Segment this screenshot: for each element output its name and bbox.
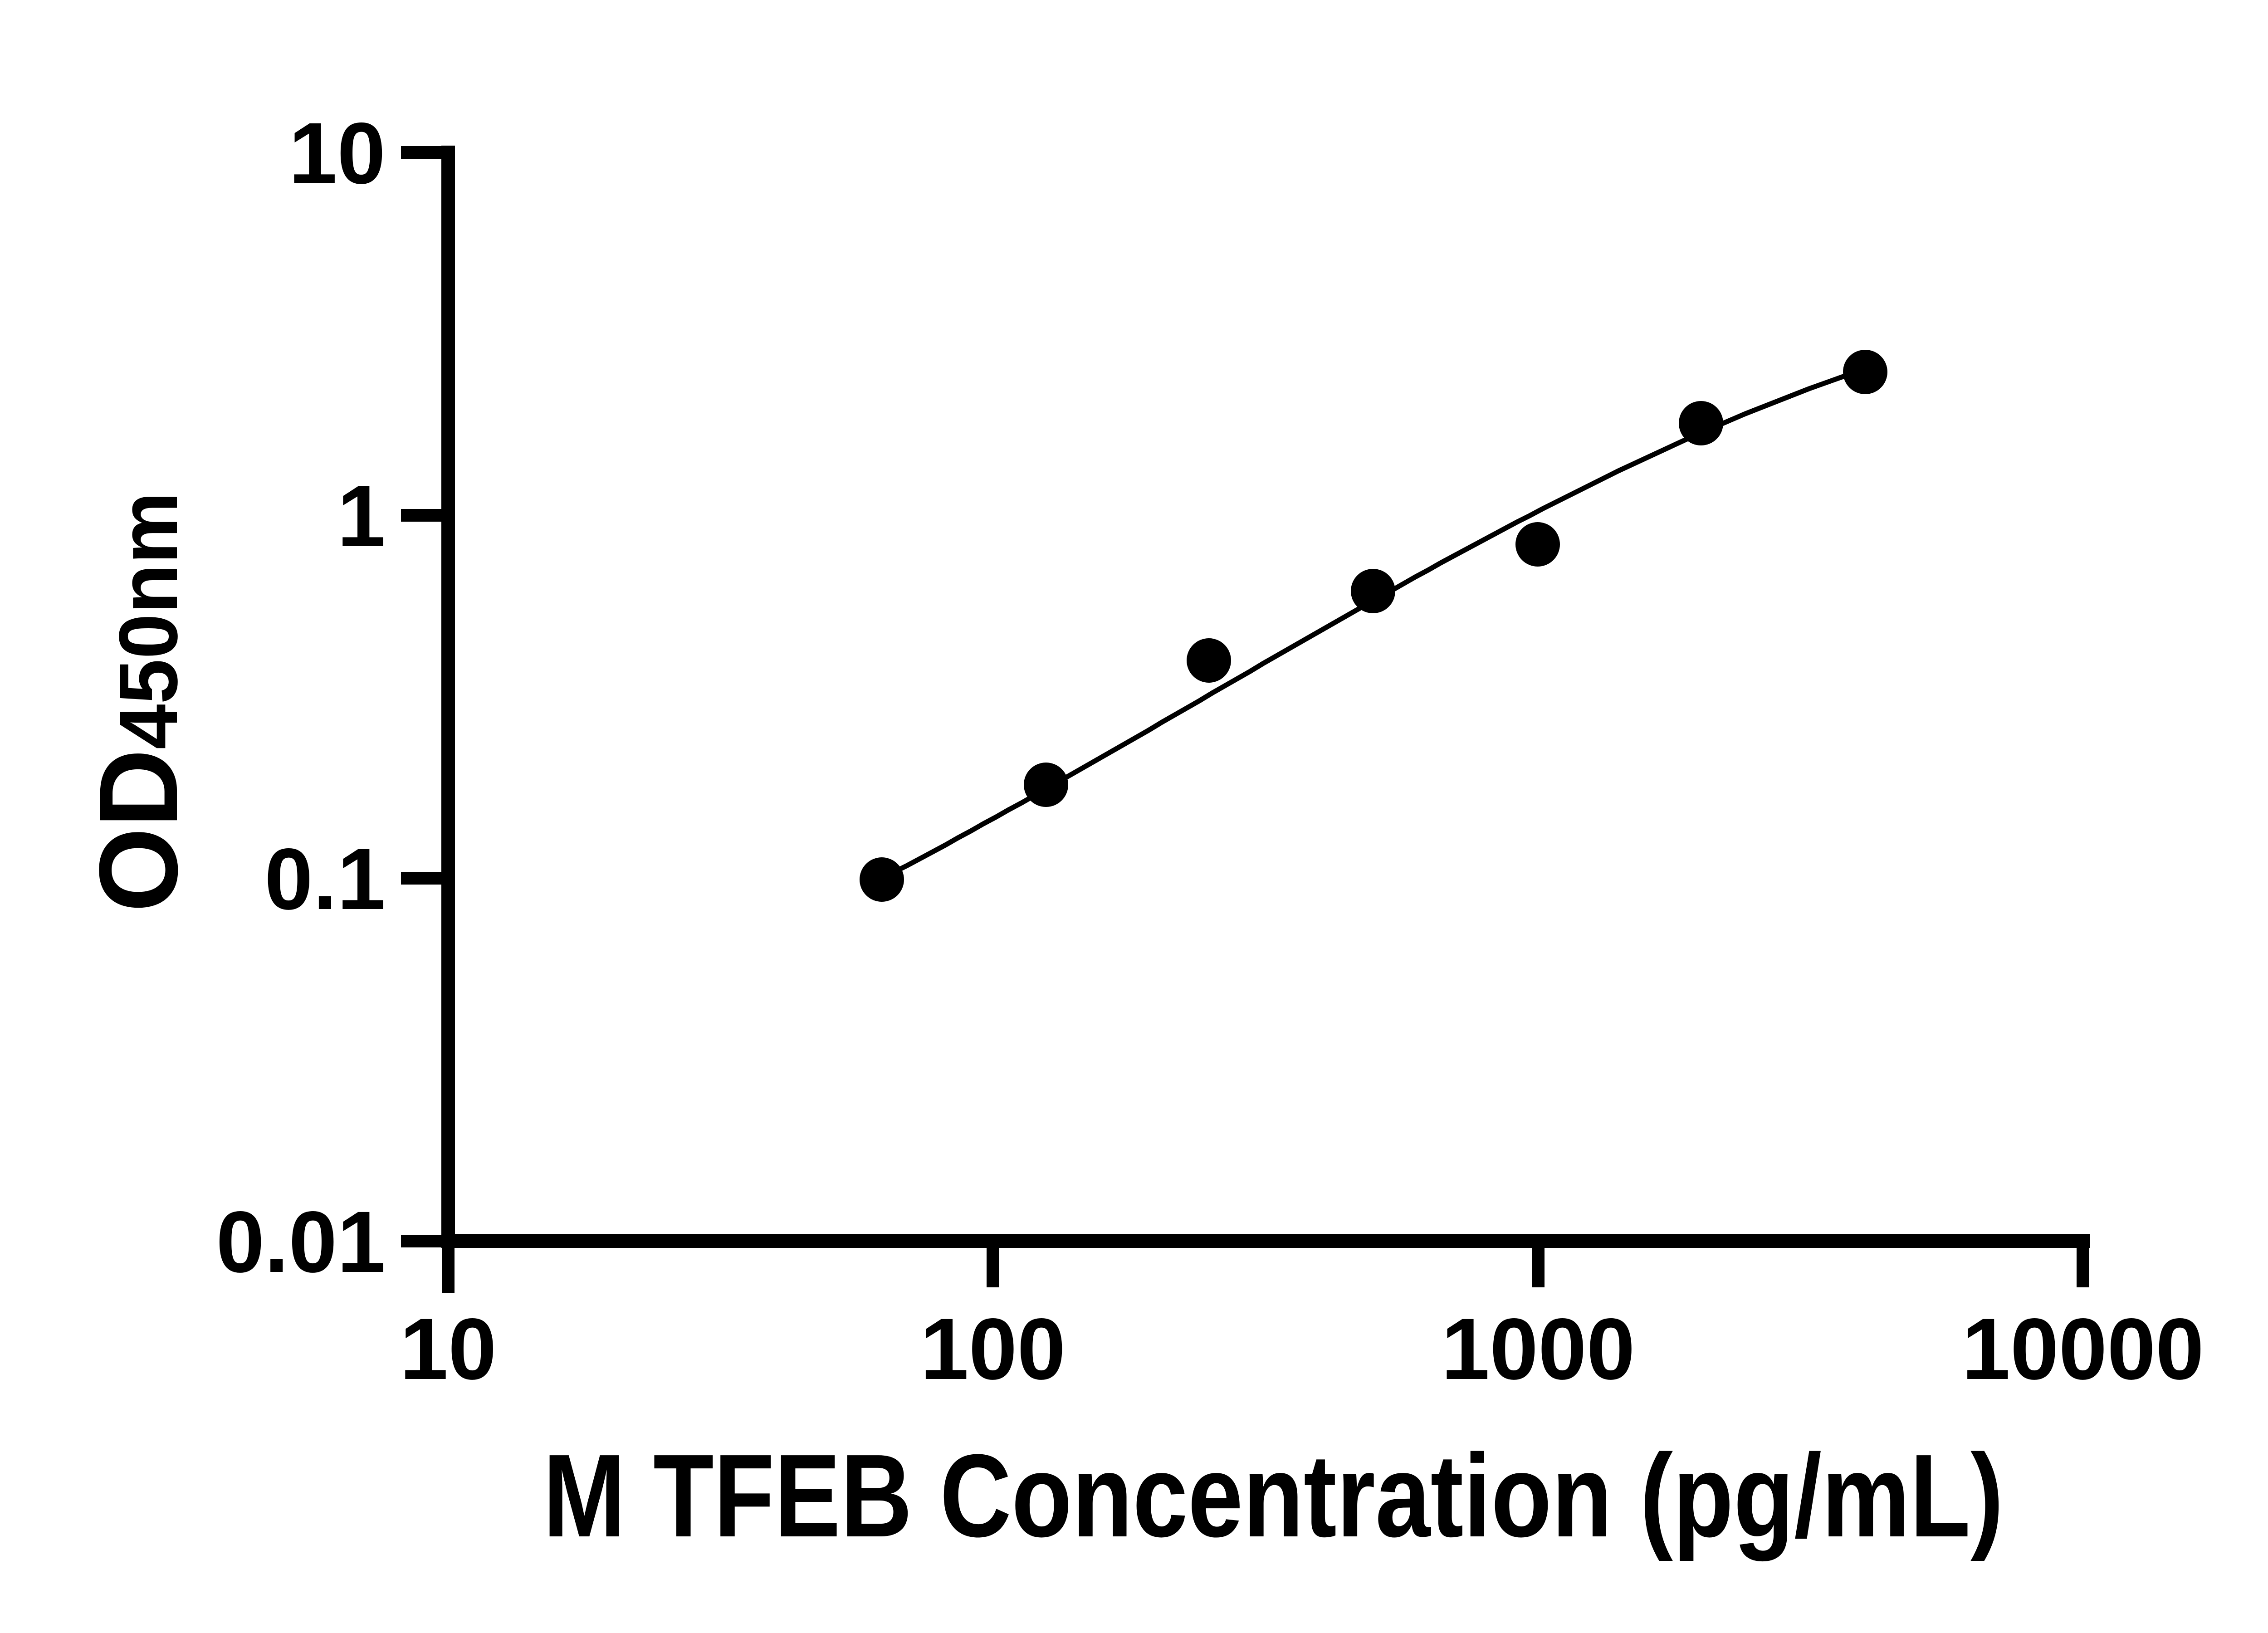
svg-text:10: 10: [288, 104, 386, 202]
svg-text:0.1: 0.1: [264, 830, 386, 928]
svg-text:1000: 1000: [1441, 1300, 1635, 1398]
svg-text:1: 1: [337, 467, 386, 565]
svg-text:0.01: 0.01: [216, 1193, 386, 1291]
svg-text:100: 100: [920, 1300, 1066, 1398]
svg-text:M TFEB Concentration (pg/mL): M TFEB Concentration (pg/mL): [543, 1430, 2004, 1562]
svg-text:OD: OD: [76, 749, 201, 912]
svg-text:450nm: 450nm: [102, 492, 195, 749]
svg-text:10: 10: [400, 1300, 497, 1398]
svg-text:10000: 10000: [1962, 1300, 2204, 1398]
